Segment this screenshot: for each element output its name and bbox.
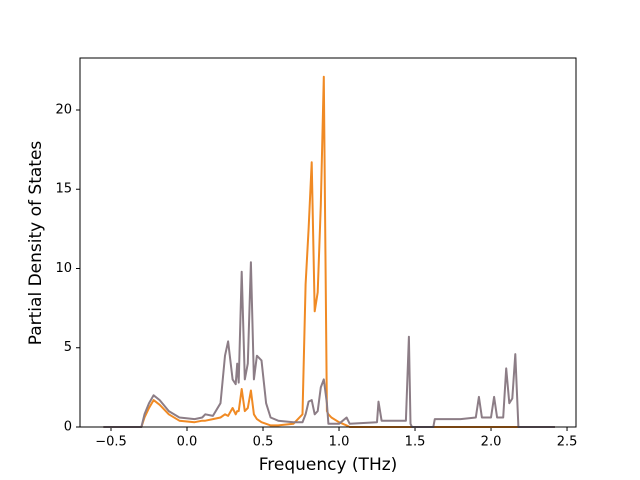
y-tick-label: 5 bbox=[64, 340, 72, 355]
y-tick-label: 15 bbox=[55, 182, 72, 197]
series-line bbox=[103, 75, 555, 428]
x-axis-title: Frequency (THz) bbox=[259, 455, 398, 475]
y-axis-title: Partial Density of States bbox=[26, 141, 46, 346]
x-tick-label: 0.5 bbox=[253, 435, 274, 450]
plot-frame bbox=[79, 57, 577, 428]
x-tick-label: 2.5 bbox=[557, 435, 578, 450]
y-tick-label: 0 bbox=[64, 420, 72, 435]
y-tick-label: 20 bbox=[55, 102, 72, 117]
series-line bbox=[103, 261, 555, 428]
x-tick-label: 2.0 bbox=[481, 435, 502, 450]
x-tick-label: 0.0 bbox=[177, 435, 198, 450]
x-tick-label: 1.0 bbox=[329, 435, 350, 450]
x-tick-label: 1.5 bbox=[405, 435, 426, 450]
x-tick-label: −0.5 bbox=[95, 435, 127, 450]
y-tick-label: 10 bbox=[55, 261, 72, 276]
